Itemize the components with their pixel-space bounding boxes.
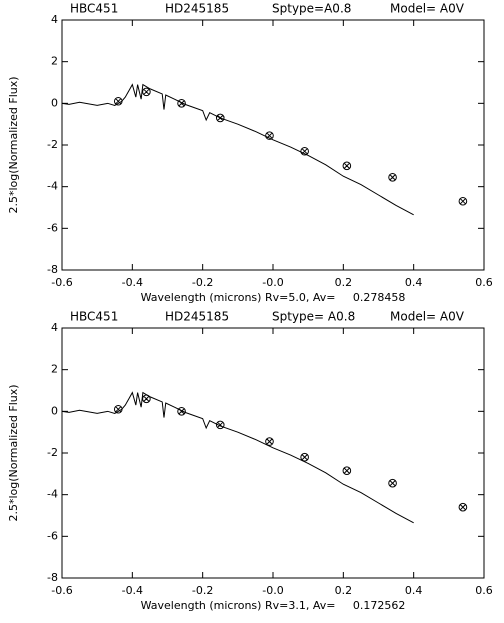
x-tick-label: 0.2 — [335, 584, 353, 597]
x-tick-label: 0.6 — [475, 584, 493, 597]
x-tick-label: 0.4 — [405, 276, 423, 289]
header-text: HD245185 — [165, 2, 229, 16]
y-axis-label: 2.5*log(Normalized Flux) — [7, 384, 20, 521]
x-tick-label: 0.6 — [475, 276, 493, 289]
photometry-point — [215, 420, 225, 430]
header-text: HBC451 — [70, 2, 118, 16]
photometry-point — [300, 146, 309, 156]
photometry-point — [388, 173, 397, 182]
y-tick-label: -6 — [47, 529, 58, 542]
photometry-point — [142, 87, 151, 97]
y-tick-label: 0 — [51, 404, 58, 417]
y-tick-label: -6 — [47, 221, 58, 234]
x-tick-label: -0.0 — [262, 276, 283, 289]
photometry-point — [300, 452, 309, 462]
photometry-point — [113, 96, 123, 106]
photometry-point — [142, 394, 151, 404]
x-tick-label: -0.2 — [192, 584, 213, 597]
header-text: Sptype=A0.8 — [272, 2, 351, 16]
photometry-point — [342, 466, 352, 475]
header-text: HD245185 — [165, 310, 229, 324]
x-tick-label: -0.6 — [51, 584, 72, 597]
photometry-point — [177, 407, 186, 416]
photometry-point — [458, 502, 468, 512]
header-text: Sptype= A0.8 — [272, 310, 355, 324]
x-tick-label: -0.4 — [122, 276, 143, 289]
photometry-point — [113, 404, 123, 414]
y-tick-label: -8 — [47, 263, 58, 276]
y-tick-label: 0 — [51, 96, 58, 109]
plot-frame — [61, 19, 485, 271]
plot-frame — [61, 327, 485, 579]
header-text: HBC451 — [70, 310, 118, 324]
x-tick-label: -0.4 — [122, 584, 143, 597]
x-axis-label: Wavelength (microns) Rv=3.1, Av= 0.17256… — [141, 599, 406, 612]
x-tick-label: -0.0 — [262, 584, 283, 597]
y-tick-label: -8 — [47, 571, 58, 584]
y-tick-label: -4 — [47, 180, 58, 193]
photometry-point — [177, 99, 186, 108]
photometry-point — [342, 161, 352, 171]
x-tick-label: -0.2 — [192, 276, 213, 289]
y-tick-label: 4 — [51, 13, 58, 26]
y-axis-label: 2.5*log(Normalized Flux) — [7, 76, 20, 213]
y-tick-label: -2 — [47, 446, 58, 459]
photometry-point — [265, 131, 274, 140]
y-tick-label: 4 — [51, 321, 58, 334]
model-spectrum — [61, 391, 414, 524]
model-spectrum — [61, 83, 414, 216]
y-tick-label: -2 — [47, 138, 58, 151]
photometry-point — [388, 478, 397, 488]
x-tick-label: 0.4 — [405, 584, 423, 597]
y-tick-label: -4 — [47, 488, 58, 501]
photometry-point — [215, 113, 225, 123]
y-tick-label: 2 — [51, 55, 58, 68]
x-axis-label: Wavelength (microns) Rv=5.0, Av= 0.27845… — [141, 291, 406, 304]
photometry-point — [458, 196, 468, 206]
y-tick-label: 2 — [51, 363, 58, 376]
photometry-point — [265, 437, 274, 446]
x-tick-label: 0.2 — [335, 276, 353, 289]
header-text: Model= A0V — [390, 2, 465, 16]
header-text: Model= A0V — [390, 310, 465, 324]
x-tick-label: -0.6 — [51, 276, 72, 289]
